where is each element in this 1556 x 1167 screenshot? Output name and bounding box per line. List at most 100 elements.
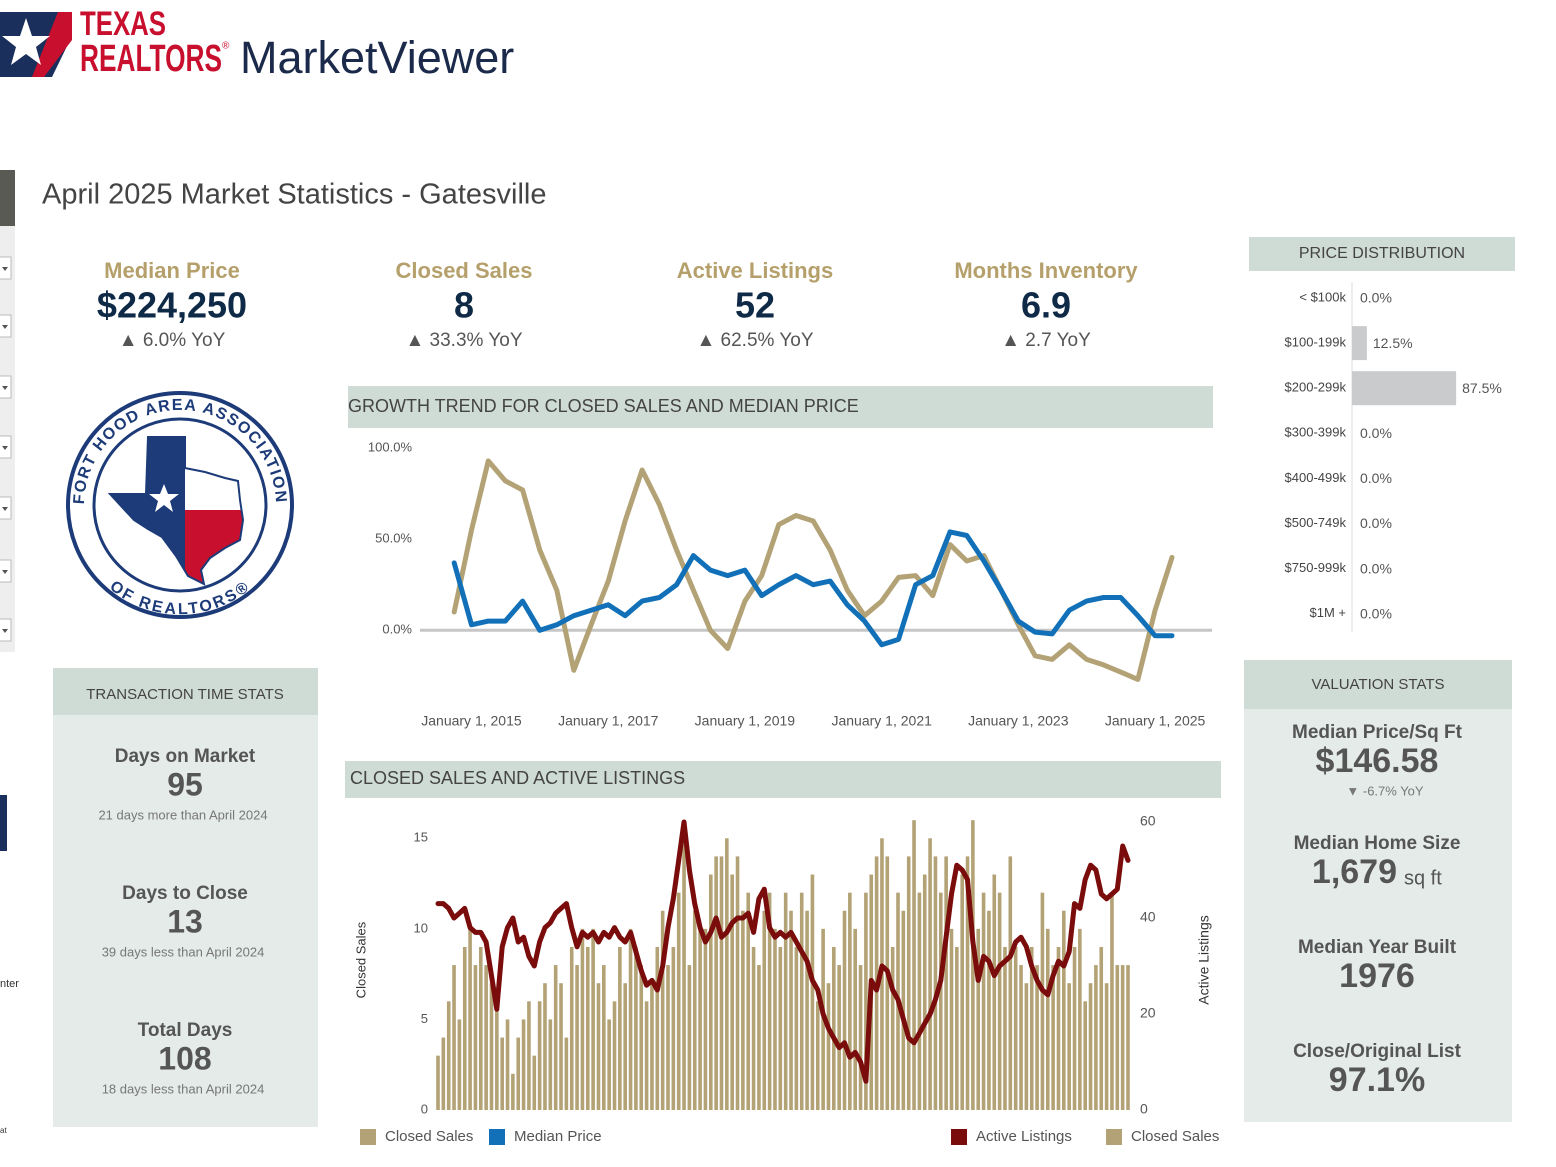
page-title: April 2025 Market Statistics - Gatesvill… — [42, 179, 546, 211]
dropdown-arrow — [2, 267, 8, 271]
bar — [1019, 965, 1023, 1110]
bar — [789, 910, 793, 1110]
kpi-change: ▲ 2.7 YoY — [1001, 330, 1091, 351]
bar — [799, 892, 804, 1110]
bar — [757, 965, 761, 1110]
bar — [612, 1001, 617, 1110]
bar — [468, 928, 472, 1110]
bar — [1072, 946, 1077, 1110]
panel-title: TRANSACTION TIME STATS — [86, 686, 284, 703]
bar — [478, 946, 483, 1110]
bar — [794, 946, 799, 1110]
bar — [735, 856, 740, 1110]
stat-value: 108 — [158, 1040, 211, 1076]
growth-header — [348, 386, 1213, 428]
bar — [436, 1055, 440, 1110]
brand-top: TEXAS — [80, 5, 166, 43]
bar — [548, 1019, 553, 1110]
legend-swatch — [489, 1129, 505, 1145]
value-label: 0.0% — [1360, 425, 1392, 441]
stat-label: Days to Close — [122, 883, 248, 904]
bar — [987, 910, 991, 1110]
stat-value: 13 — [167, 903, 203, 939]
dropdown-arrow — [2, 446, 8, 450]
bar — [810, 874, 815, 1110]
bar — [580, 928, 585, 1110]
y2-tick-label: 0 — [1140, 1101, 1148, 1117]
chart-title: GROWTH TREND FOR CLOSED SALES AND MEDIAN… — [348, 396, 859, 416]
value-label: 0.0% — [1360, 290, 1392, 306]
bar — [473, 965, 478, 1110]
value-label: 0.0% — [1360, 605, 1392, 621]
bar — [495, 1001, 499, 1110]
bar — [778, 946, 783, 1110]
series-line — [451, 529, 1175, 648]
sidebar — [0, 170, 15, 851]
bar — [1115, 965, 1120, 1110]
bar — [965, 856, 970, 1110]
value-label: 87.5% — [1462, 380, 1502, 396]
bar — [505, 1019, 510, 1110]
bar — [1013, 946, 1018, 1110]
legend-label: Closed Sales — [1131, 1128, 1219, 1145]
kpi-change: ▲ 33.3% YoY — [405, 330, 522, 351]
legend-label: Median Price — [514, 1128, 602, 1145]
bar — [1067, 983, 1071, 1110]
bar — [938, 892, 943, 1110]
y-tick-label: 0.0% — [382, 622, 412, 637]
sidebar-strip — [0, 170, 15, 652]
stat-note: 21 days more than April 2024 — [98, 807, 267, 822]
stat-label: Days on Market — [115, 746, 256, 767]
category-label: $300-399k — [1285, 425, 1347, 440]
bar — [922, 874, 927, 1110]
bar — [687, 965, 692, 1110]
y-axis-title: Closed Sales — [353, 921, 368, 998]
sales-listings-header — [345, 761, 1221, 798]
stat-value: 1,679 — [1312, 853, 1397, 891]
category-label: $750-999k — [1285, 560, 1347, 575]
bar — [703, 928, 708, 1110]
kpi-value: $224,250 — [97, 285, 247, 326]
y-tick-label: 10 — [414, 920, 428, 935]
bar — [842, 910, 847, 1110]
stat-label: Median Home Size — [1294, 833, 1461, 854]
bar — [837, 965, 841, 1110]
x-tick-label: January 1, 2023 — [968, 713, 1069, 729]
kpi-change: ▲ 62.5% YoY — [696, 330, 813, 351]
series-line — [451, 458, 1175, 682]
bar — [1045, 928, 1050, 1110]
bar — [676, 892, 681, 1110]
kpi-label: Active Listings — [677, 258, 833, 283]
bar — [1056, 946, 1061, 1110]
bar — [628, 928, 633, 1110]
bar — [997, 892, 1002, 1110]
bar — [906, 856, 911, 1110]
legend-swatch — [360, 1129, 376, 1145]
bar — [521, 1019, 526, 1110]
kpi-value: 6.9 — [1021, 285, 1071, 326]
bar — [976, 928, 981, 1110]
bar — [462, 946, 467, 1110]
dropdown-arrow — [2, 386, 8, 390]
bar — [960, 874, 964, 1110]
kpi-label: Months Inventory — [954, 258, 1138, 283]
x-tick-label: January 1, 2021 — [831, 713, 932, 729]
bar — [569, 946, 574, 1110]
valuation-panel — [1244, 660, 1512, 1122]
bar — [1352, 326, 1367, 361]
stat-label: Total Days — [138, 1020, 233, 1041]
bar — [532, 1055, 537, 1110]
bar — [767, 892, 772, 1110]
bar — [944, 856, 948, 1110]
bar — [832, 946, 836, 1110]
bar — [773, 928, 777, 1110]
brand-logo — [0, 12, 72, 77]
map-outline — [107, 436, 245, 586]
bar — [457, 1019, 462, 1110]
y-tick-label: 5 — [421, 1011, 428, 1026]
bar — [1003, 946, 1007, 1110]
bar — [489, 983, 494, 1110]
stat-label: Close/Original List — [1293, 1041, 1462, 1062]
stat-value: 95 — [167, 766, 203, 802]
bar — [858, 965, 863, 1110]
